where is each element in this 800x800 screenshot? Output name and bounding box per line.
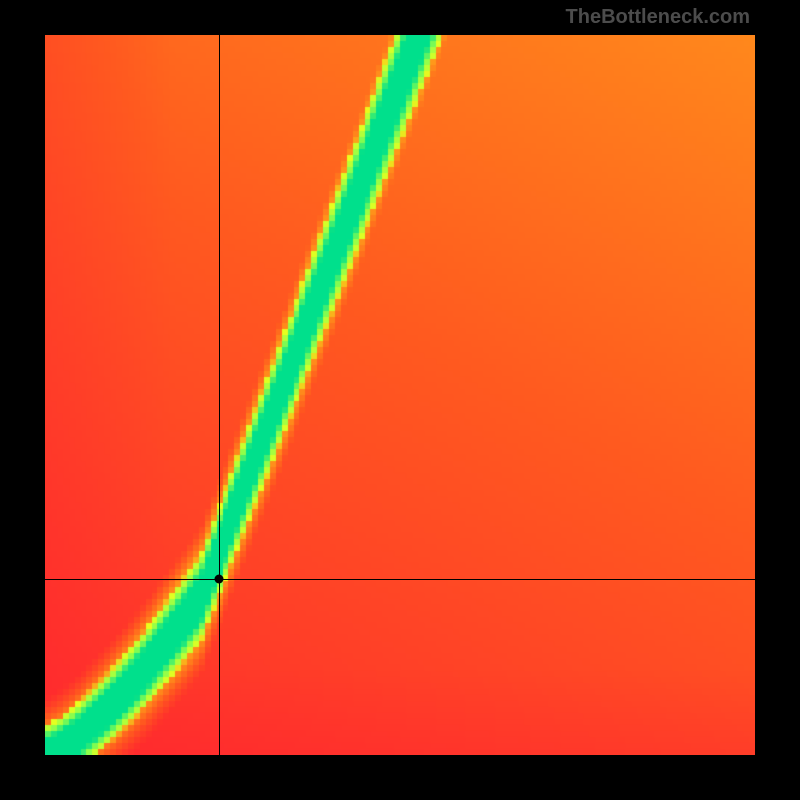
marker-dot xyxy=(214,574,223,583)
crosshair-horizontal xyxy=(45,579,755,580)
heatmap-plot xyxy=(45,35,755,755)
page-container: { "watermark": { "text": "TheBottleneck.… xyxy=(0,0,800,800)
heatmap-canvas xyxy=(45,35,755,755)
watermark-text: TheBottleneck.com xyxy=(566,6,750,29)
crosshair-vertical xyxy=(219,35,220,755)
